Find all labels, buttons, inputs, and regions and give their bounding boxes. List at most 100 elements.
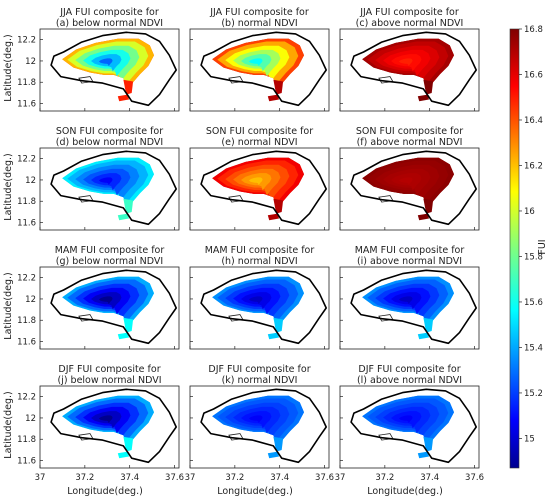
fui-field: [62, 395, 155, 448]
fui-outlet: [123, 317, 134, 333]
colorbar-tick-label: 16: [524, 207, 535, 217]
colorbar-tick-label: 15.4: [524, 343, 543, 353]
panel-title-line: DJF FUI composite for: [58, 364, 160, 375]
tick-labels: 12.2 12 11.8 11.6 12.2 12 11.8 11.6 12.2 12 11.8 11…: [17, 36, 484, 483]
colorbar-gradient: [509, 28, 520, 469]
x-tick-label: 37.2: [225, 473, 244, 483]
panel-i: MAM FUI composite for (i) above normal ND…: [339, 245, 480, 350]
panel-title-line: (h) normal NDVI: [221, 256, 297, 267]
y-tick-label: 11.8: [17, 78, 36, 88]
colorbar-tick-label: 16.6: [524, 70, 543, 80]
panel-title-line: MAM FUI composite for: [355, 245, 465, 256]
fui-outlet: [123, 198, 134, 214]
y-tick-label: 12: [25, 295, 36, 305]
fui-bay: [117, 451, 129, 459]
panel-a: JJA FUI composite for (a) below normal ND…: [39, 7, 180, 112]
y-axis-label: Latitude(deg.): [3, 153, 14, 220]
panel-title-line: (f) above normal NDVI: [357, 137, 463, 148]
y-tick-label: 11.8: [17, 197, 36, 207]
colorbar-tick-label: 15: [524, 434, 535, 444]
y-tick-label: 12.2: [17, 393, 36, 403]
fui-contour: [98, 58, 113, 67]
fui-contour: [398, 415, 413, 424]
panel-title: SON FUI composite for (f) above normal ND…: [356, 126, 463, 148]
y-tick-label: 12.2: [17, 36, 36, 46]
fui-field: [62, 157, 155, 210]
panel-title: DJF FUI composite for (j) below normal ND…: [57, 364, 161, 386]
panel-c: JJA FUI composite for (c) above normal ND…: [339, 7, 480, 112]
panel-title: SON FUI composite for (e) normal NDVI: [206, 126, 313, 148]
fui-field: [212, 38, 304, 91]
x-axis-label: Longitude(deg.): [367, 486, 443, 497]
panel-title: MAM FUI composite for (i) above normal ND…: [355, 245, 465, 267]
y-tick-label: 11.6: [17, 457, 36, 467]
panel-title-line: (g) below normal NDVI: [56, 256, 163, 267]
shoreline: [350, 269, 478, 345]
x-tick-label: 37.2: [375, 473, 394, 483]
x-axis-label: Longitude(deg.): [67, 486, 143, 497]
fui-contour: [98, 415, 113, 424]
x-tick-label: 37: [185, 473, 196, 483]
shoreline: [200, 269, 328, 345]
panel-title-line: SON FUI composite for: [56, 126, 163, 137]
panel-title: DJF FUI composite for (l) above normal ND…: [357, 364, 462, 386]
panel-title: DJF FUI composite for (k) normal NDVI: [208, 364, 310, 386]
fui-bay: [267, 213, 279, 221]
y-axis-label: Latitude(deg.): [3, 34, 14, 101]
shoreline: [200, 388, 328, 464]
panel-title-line: JJA FUI composite for: [59, 7, 159, 18]
colorbar-tick-label: 16.8: [524, 25, 543, 35]
y-axis-label: Latitude(deg.): [3, 272, 14, 339]
panel-title-line: MAM FUI composite for: [205, 245, 315, 256]
x-tick-label: 37.4: [270, 473, 289, 483]
panel-title-line: MAM FUI composite for: [55, 245, 165, 256]
fui-contour: [398, 58, 413, 67]
panel-title: JJA FUI composite for (b) normal NDVI: [209, 7, 309, 29]
colorbar-tick-label: 15.6: [524, 298, 543, 308]
x-tick-label: 37.4: [420, 473, 439, 483]
x-tick-label: 37.6: [315, 473, 334, 483]
fui-contour: [398, 296, 413, 305]
colorbar-label: FUI: [537, 239, 548, 254]
colorbar-ticks: 16.8 16.6 16.4 16.2 16 15.8 15.6 15.4 15.2 15: [519, 25, 543, 444]
fui-contour: [98, 177, 113, 186]
fui-outlet: [273, 317, 284, 333]
fui-outlet: [423, 436, 434, 452]
panel-title: JJA FUI composite for (c) above normal ND…: [356, 7, 464, 29]
shoreline: [50, 388, 177, 464]
fui-bay: [417, 94, 429, 102]
fui-outlet: [423, 79, 434, 95]
fui-outlet: [423, 317, 434, 333]
fui-bay: [417, 451, 429, 459]
panel-g: MAM FUI composite for (g) below normal ND…: [39, 245, 180, 350]
y-tick-label: 11.6: [17, 219, 36, 229]
axis-labels: Longitude(deg.) Longitude(deg.) Longitud…: [3, 34, 443, 497]
x-tick-label: 37.6: [465, 473, 484, 483]
fui-outlet: [273, 436, 284, 452]
y-tick-label: 12: [25, 57, 36, 67]
fui-contour: [248, 296, 263, 305]
panel-d: SON FUI composite for (d) below normal ND…: [39, 126, 180, 231]
fui-outlet: [423, 198, 434, 214]
fui-outlet: [123, 436, 134, 452]
fui-bay: [267, 451, 279, 459]
colorbar-tick-label: 15.8: [524, 252, 543, 262]
shoreline: [350, 150, 478, 226]
x-tick-label: 37: [335, 473, 346, 483]
panel-title-line: (b) normal NDVI: [221, 18, 297, 29]
panel-title-line: (j) below normal NDVI: [57, 375, 161, 386]
panel-title-line: DJF FUI composite for: [208, 364, 310, 375]
x-axis-label: Longitude(deg.): [217, 486, 293, 497]
x-tick-label: 37: [35, 473, 46, 483]
colorbar-tick-label: 16.2: [524, 161, 543, 171]
shoreline: [200, 150, 328, 226]
panel-title-line: (l) above normal NDVI: [357, 375, 462, 386]
y-tick-label: 12: [25, 176, 36, 186]
panel-title: MAM FUI composite for (h) normal NDVI: [205, 245, 315, 267]
y-tick-label: 12.2: [17, 274, 36, 284]
panel-title-line: (c) above normal NDVI: [356, 18, 464, 29]
panel-k: DJF FUI composite for (k) normal NDVI: [189, 364, 330, 469]
panel-title-line: JJA FUI composite for: [209, 7, 309, 18]
colorbar-tick-label: 15.2: [524, 389, 543, 399]
y-tick-label: 12: [25, 414, 36, 424]
